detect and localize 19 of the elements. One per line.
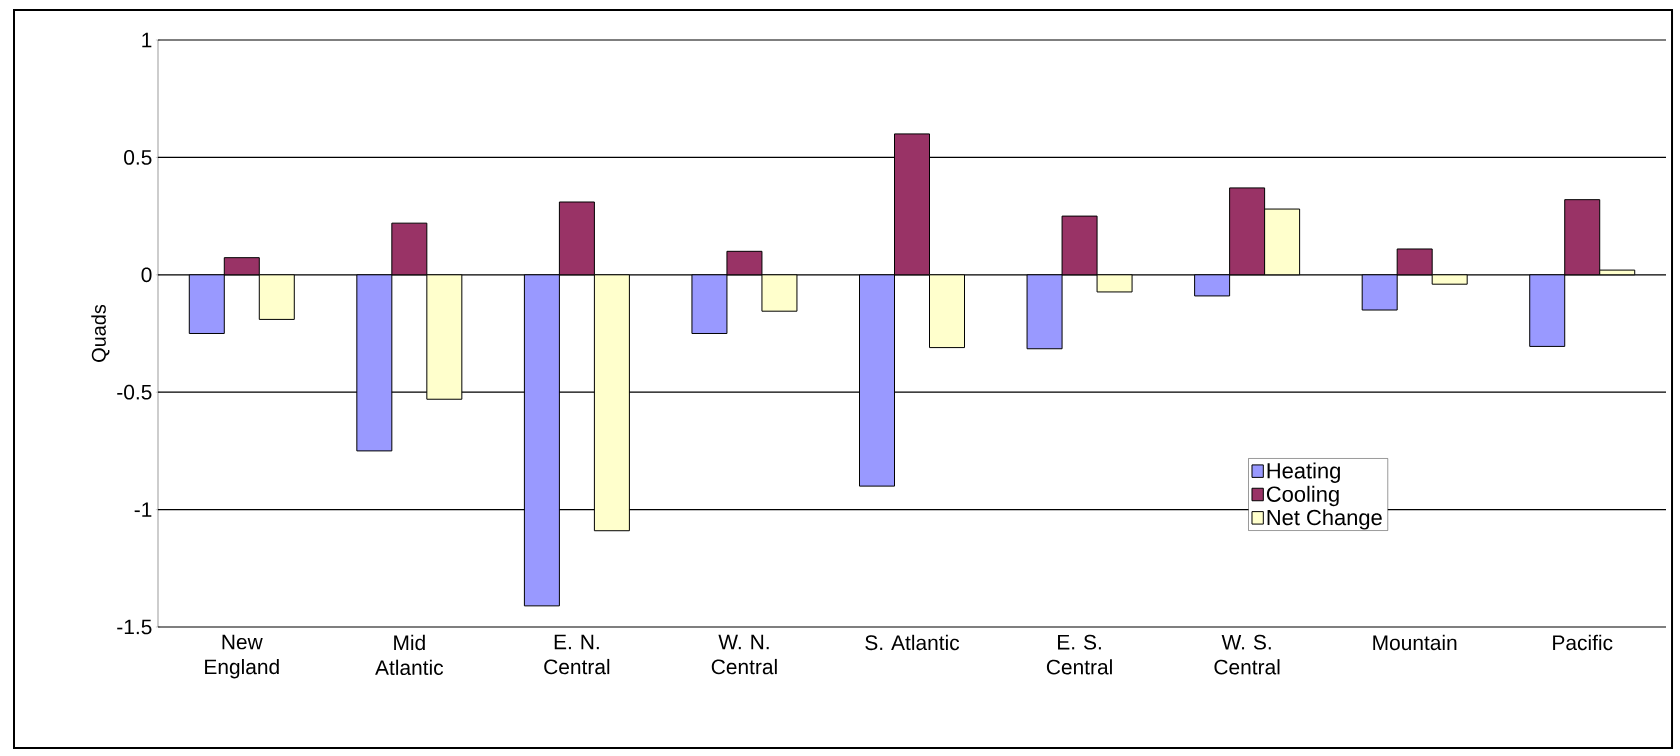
x-tick-label: Mid Atlantic [375,634,444,676]
x-tick-label: E. N. Central [544,634,610,675]
y-tick-label: -1 [134,502,152,517]
y-tick-label: 0.5 [124,149,152,165]
x-tick-label: New England [205,634,279,679]
x-tick-label: Pacific [1553,634,1613,651]
y-tick-label: 1 [142,32,152,48]
legend-label: Heating [1267,462,1340,483]
legend-label: Net Change [1267,509,1382,530]
legend-label: Cooling [1266,485,1339,507]
y-axis-title: Quads [91,304,110,362]
x-tick-label: Mountain [1373,634,1457,651]
y-tick-label: -1.5 [117,619,152,635]
x-tick-label: W. N. Central [711,634,777,675]
x-tick-label: E. S. Central [1046,634,1112,675]
x-tick-label: S. Atlantic [865,634,960,651]
y-tick-label: -0.5 [117,384,152,400]
y-tick-label: 0 [141,267,152,283]
x-tick-label: W. S. Central [1214,634,1280,675]
